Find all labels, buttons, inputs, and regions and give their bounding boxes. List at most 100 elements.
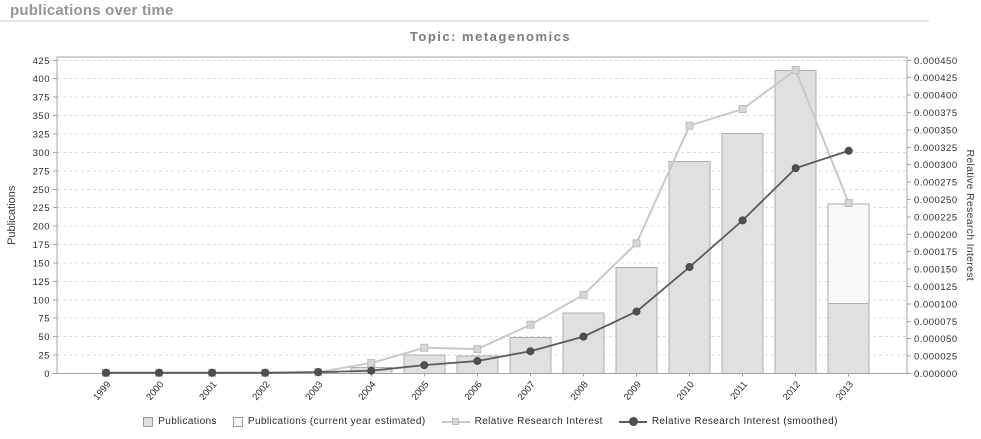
legend-label-publications-estimated: Publications (current year estimated)	[247, 416, 426, 427]
x-tick-label-2008: 2008	[569, 379, 591, 402]
svg-text:0.000275: 0.000275	[914, 178, 958, 189]
rri-smoothed-marker-2013	[844, 146, 853, 155]
chart-title: Topic: metagenomics	[409, 29, 572, 44]
svg-text:0.000300: 0.000300	[914, 160, 958, 171]
publications-estimated-swatch	[232, 416, 243, 427]
svg-text:300: 300	[33, 148, 50, 159]
svg-text:0.000075: 0.000075	[914, 317, 958, 328]
rri-smoothed-marker-2010	[685, 263, 694, 272]
x-tick-label-2004: 2004	[357, 379, 379, 402]
rri-marker-2009	[632, 239, 641, 248]
svg-text:50: 50	[38, 332, 50, 343]
rri-smoothed-marker-2009	[632, 307, 641, 316]
x-tick-label-2010: 2010	[675, 379, 697, 402]
rri-smoothed-marker-2012	[791, 164, 800, 173]
svg-text:0.000325: 0.000325	[914, 143, 958, 154]
svg-text:0.000150: 0.000150	[914, 265, 958, 276]
svg-text:0: 0	[44, 369, 50, 380]
bar-2009	[615, 266, 658, 374]
svg-text:425: 425	[33, 56, 50, 67]
rri-marker-2006	[473, 345, 482, 354]
rri-marker-2011	[738, 105, 747, 114]
rri-smoothed-line	[102, 146, 853, 377]
svg-text:275: 275	[33, 166, 50, 177]
svg-text:0.000225: 0.000225	[914, 212, 958, 223]
legend-item-publications-estimated: Publications (current year estimated)	[232, 416, 426, 427]
rri-marker-2008	[579, 290, 588, 299]
x-tick-label-2012: 2012	[781, 379, 803, 402]
x-tick-label-2003: 2003	[303, 379, 325, 402]
svg-text:400: 400	[33, 74, 50, 85]
rri-smoothed-marker-2001	[208, 368, 217, 377]
rri-marker-2010	[685, 121, 694, 130]
svg-text:0.000250: 0.000250	[914, 195, 958, 206]
svg-text:0.000400: 0.000400	[914, 91, 958, 102]
legend-item-rri-smoothed: Relative Research Interest (smoothed)	[618, 416, 838, 427]
bar-2008	[562, 312, 605, 375]
svg-text:25: 25	[38, 351, 50, 362]
x-tick-label-2002: 2002	[250, 379, 272, 402]
rri-smoothed-marker-2002	[261, 368, 270, 377]
rri-marker-2012	[791, 66, 800, 75]
svg-text:0.000200: 0.000200	[914, 230, 958, 241]
rri-smoothed-marker-2011	[738, 216, 747, 225]
x-tick-label-2001: 2001	[197, 379, 219, 402]
svg-text:0.000000: 0.000000	[914, 369, 958, 380]
x-tick-label-2009: 2009	[622, 379, 644, 402]
x-tick-label-2007: 2007	[516, 379, 538, 402]
bar-2007	[509, 336, 552, 375]
rri-smoothed-line-swatch	[618, 417, 647, 426]
svg-text:0.000450: 0.000450	[914, 56, 958, 67]
rri-smoothed-marker-2003	[314, 368, 323, 377]
svg-text:325: 325	[33, 129, 50, 140]
x-tick-label-2011: 2011	[728, 379, 750, 402]
y-axis-right: 0.000000 0.000025 0.000050 0.000075 0.000100…	[907, 56, 958, 380]
x-tick-label-1999: 1999	[91, 379, 113, 402]
bar-2012	[774, 70, 817, 374]
y-axis-left: 0 25 50 75 100 125 150 175 200 225 250 275 300 325 350…	[33, 56, 57, 380]
chart-legend: Publications Publications (current year …	[0, 416, 981, 427]
svg-text:0.000100: 0.000100	[914, 299, 958, 310]
legend-label-rri-smoothed: Relative Research Interest (smoothed)	[651, 416, 838, 427]
rri-marker-2007	[526, 320, 535, 329]
x-tick-label-2000: 2000	[144, 379, 166, 402]
rri-marker-2013	[844, 198, 853, 207]
svg-text:200: 200	[33, 222, 50, 233]
page-title: publications over time	[10, 2, 174, 19]
header-divider	[0, 20, 929, 22]
x-tick-label-2013: 2013	[834, 379, 856, 402]
svg-text:0.000050: 0.000050	[914, 334, 958, 345]
publications-chart: 0 25 50 75 100 125 150 175 200 225 250 275 300 325 350…	[6, 56, 976, 403]
svg-text:0.000125: 0.000125	[914, 282, 958, 293]
rri-smoothed-marker-2005	[420, 361, 429, 370]
rri-smoothed-marker-2007	[526, 347, 535, 356]
svg-text:0.000375: 0.000375	[914, 108, 958, 119]
gridlines	[57, 59, 907, 356]
rri-marker-2005	[420, 343, 429, 352]
svg-text:0.000350: 0.000350	[914, 125, 958, 136]
y-left-axis-title: Publications	[6, 185, 18, 245]
svg-text:175: 175	[33, 240, 50, 251]
svg-text:150: 150	[33, 258, 50, 269]
legend-label-publications: Publications	[158, 416, 217, 427]
svg-text:0.000025: 0.000025	[914, 352, 958, 363]
plot-frame	[56, 56, 908, 374]
x-tick-label-2006: 2006	[463, 379, 485, 402]
rri-smoothed-marker-2008	[579, 332, 588, 341]
legend-item-publications: Publications	[143, 416, 217, 427]
x-axis: 1999 2000 2001 2002 2003 2004 2005 2006 2007 2008…	[91, 373, 856, 403]
publications-swatch	[143, 416, 154, 427]
rri-marker-2004	[367, 359, 376, 368]
bar-2013	[827, 302, 870, 375]
svg-text:0.000175: 0.000175	[914, 247, 958, 258]
svg-text:250: 250	[33, 185, 50, 196]
svg-text:75: 75	[38, 314, 50, 325]
x-tick-label-2005: 2005	[410, 379, 432, 402]
rri-smoothed-marker-2000	[155, 368, 164, 377]
legend-label-rri: Relative Research Interest	[474, 416, 603, 427]
svg-text:225: 225	[33, 203, 50, 214]
legend-item-rri: Relative Research Interest	[441, 416, 603, 427]
rri-line-swatch	[441, 417, 470, 426]
svg-text:0.000425: 0.000425	[914, 73, 958, 84]
